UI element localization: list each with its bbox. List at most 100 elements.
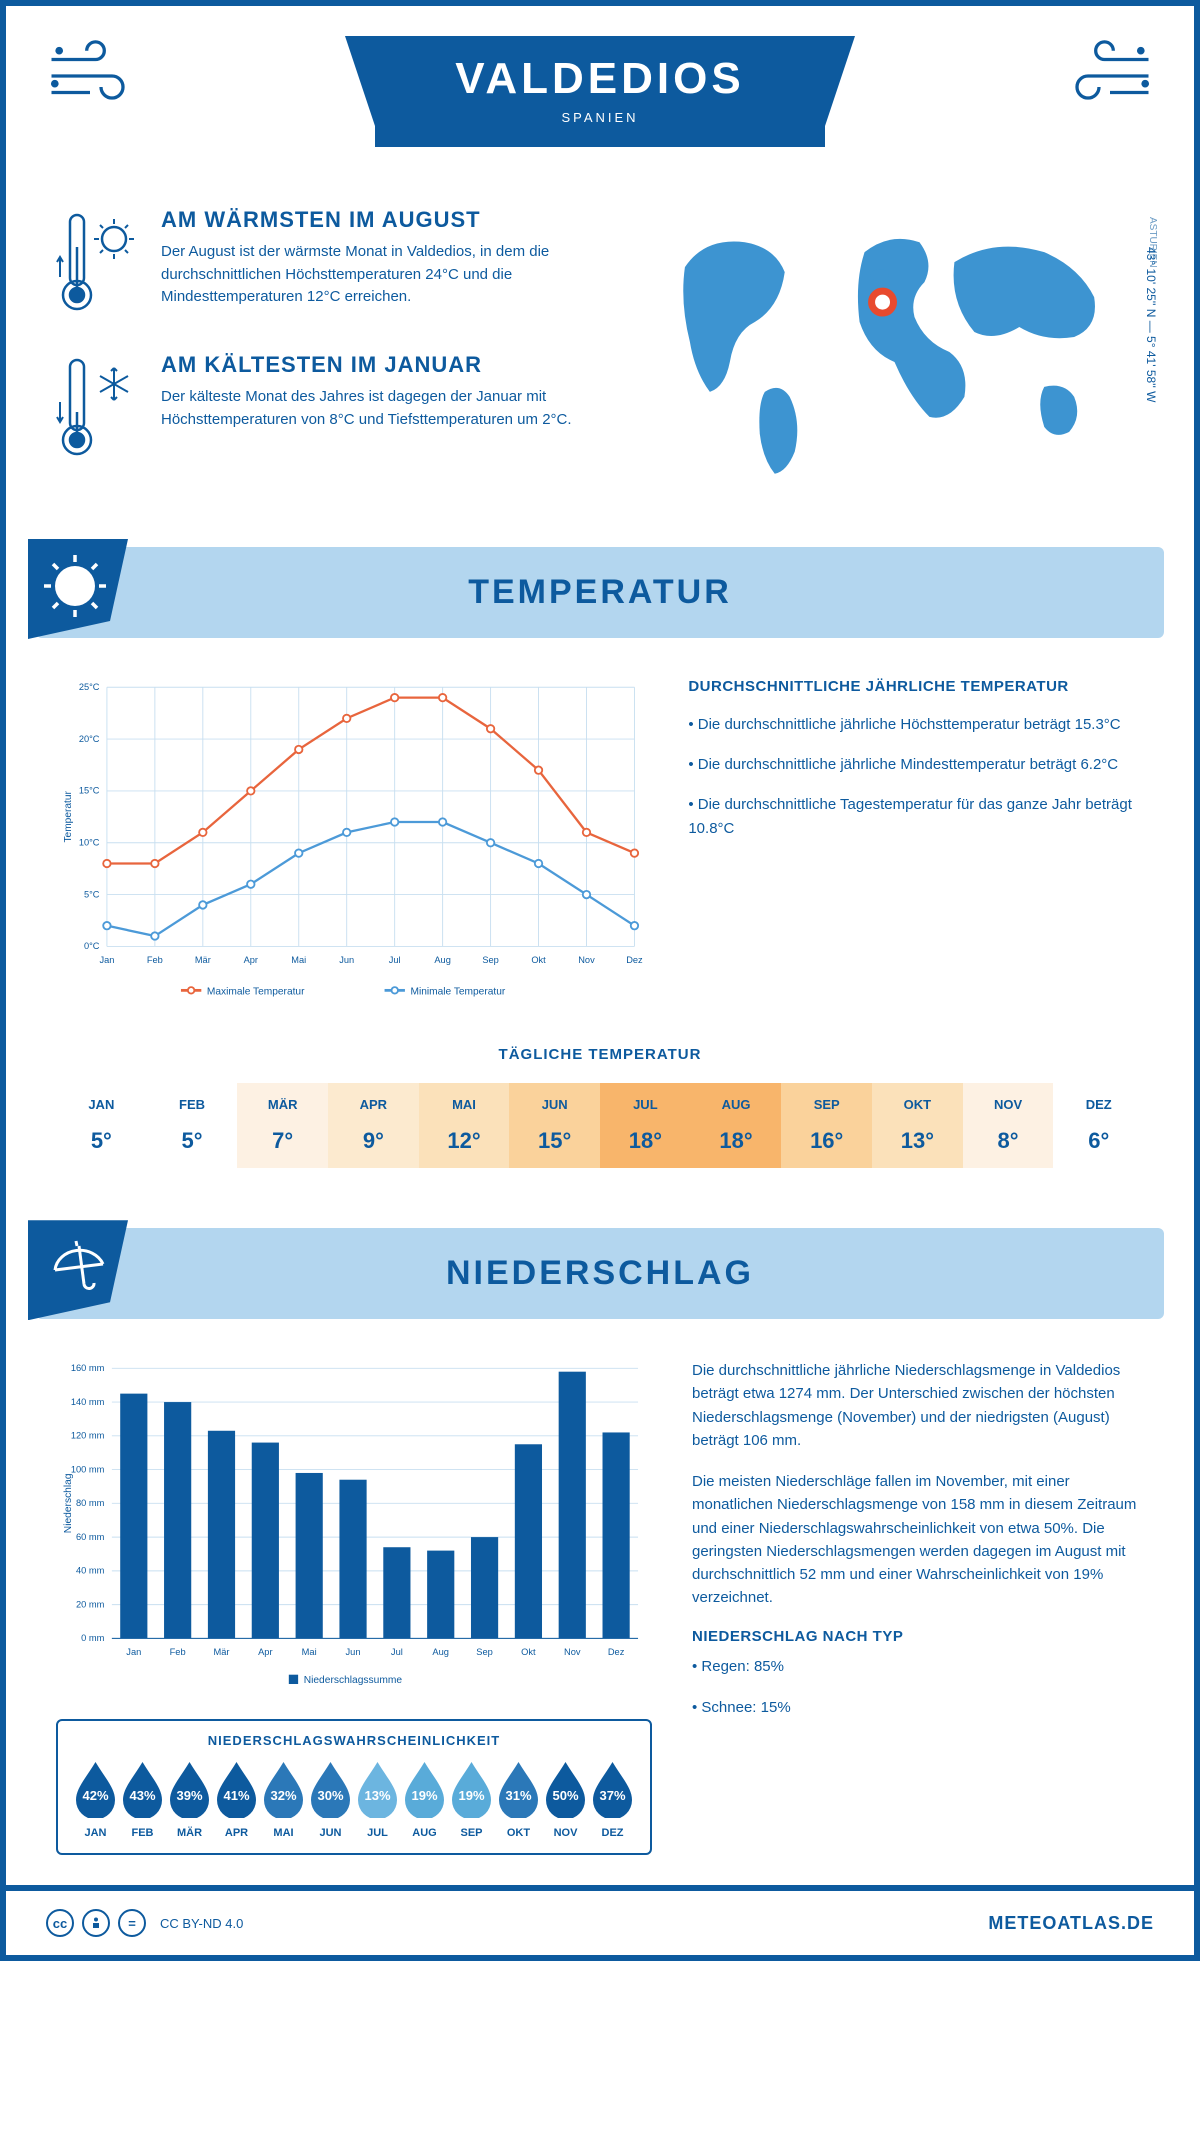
daily-month: DEZ — [1053, 1097, 1144, 1112]
drop-month: APR — [213, 1827, 260, 1839]
svg-text:0°C: 0°C — [84, 941, 100, 951]
daily-temp-cell: JUL 18° — [600, 1083, 691, 1168]
daily-value: 9° — [328, 1128, 419, 1154]
wind-icon — [46, 36, 156, 116]
svg-text:60 mm: 60 mm — [76, 1532, 105, 1542]
precip-section-banner: NIEDERSCHLAG — [36, 1228, 1164, 1319]
svg-text:Mär: Mär — [195, 955, 211, 965]
page-title: VALDEDIOS — [455, 54, 744, 104]
drop-pct: 13% — [354, 1788, 401, 1803]
svg-text:Jun: Jun — [339, 955, 354, 965]
svg-text:20 mm: 20 mm — [76, 1600, 105, 1610]
daily-value: 12° — [419, 1128, 510, 1154]
precipitation-bar-chart: 0 mm20 mm40 mm60 mm80 mm100 mm120 mm140 … — [56, 1359, 652, 1699]
daily-temp-cell: APR 9° — [328, 1083, 419, 1168]
svg-text:Aug: Aug — [432, 1647, 449, 1657]
svg-text:Dez: Dez — [608, 1647, 625, 1657]
drop-pct: 42% — [72, 1788, 119, 1803]
daily-month: MÄR — [237, 1097, 328, 1112]
svg-text:Feb: Feb — [170, 1647, 186, 1657]
daily-temp-cell: JUN 15° — [509, 1083, 600, 1168]
precip-info: Die durchschnittliche jährliche Niedersc… — [692, 1359, 1144, 1855]
svg-text:Jun: Jun — [346, 1647, 361, 1657]
svg-text:Minimale Temperatur: Minimale Temperatur — [410, 987, 505, 998]
precip-prob-drop: 30% JUN — [307, 1760, 354, 1839]
title-banner: VALDEDIOS SPANIEN — [375, 36, 824, 147]
wind-icon — [1044, 36, 1154, 116]
drop-month: MÄR — [166, 1827, 213, 1839]
svg-text:160 mm: 160 mm — [71, 1363, 105, 1373]
svg-text:10°C: 10°C — [79, 838, 100, 848]
daily-temp-section: TÄGLICHE TEMPERATUR JAN 5° FEB 5° MÄR 7°… — [6, 1046, 1194, 1208]
precip-p1: Die durchschnittliche jährliche Niedersc… — [692, 1359, 1144, 1452]
svg-text:Niederschlag: Niederschlag — [63, 1473, 74, 1533]
drop-month: JUL — [354, 1827, 401, 1839]
svg-text:Nov: Nov — [578, 955, 595, 965]
precip-probability-box: NIEDERSCHLAGSWAHRSCHEINLICHKEIT 42% JAN … — [56, 1719, 652, 1855]
svg-text:140 mm: 140 mm — [71, 1397, 105, 1407]
svg-text:120 mm: 120 mm — [71, 1431, 105, 1441]
svg-text:Dez: Dez — [626, 955, 643, 965]
daily-value: 16° — [781, 1128, 872, 1154]
daily-temp-heading: TÄGLICHE TEMPERATUR — [56, 1046, 1144, 1063]
drop-pct: 19% — [401, 1788, 448, 1803]
precip-prob-drop: 50% NOV — [542, 1760, 589, 1839]
intro-section: AM WÄRMSTEN IM AUGUST Der August ist der… — [6, 197, 1194, 527]
svg-text:Feb: Feb — [147, 955, 163, 965]
daily-month: FEB — [147, 1097, 238, 1112]
daily-value: 13° — [872, 1128, 963, 1154]
daily-month: SEP — [781, 1097, 872, 1112]
temp-section-banner: TEMPERATUR — [36, 547, 1164, 638]
temp-heading: TEMPERATUR — [36, 573, 1164, 612]
footer: cc = CC BY-ND 4.0 METEOATLAS.DE — [6, 1885, 1194, 1955]
drop-month: SEP — [448, 1827, 495, 1839]
drop-month: FEB — [119, 1827, 166, 1839]
drop-month: DEZ — [589, 1827, 636, 1839]
drop-pct: 31% — [495, 1788, 542, 1803]
svg-text:100 mm: 100 mm — [71, 1465, 105, 1475]
precip-prob-drop: 19% SEP — [448, 1760, 495, 1839]
svg-text:5°C: 5°C — [84, 889, 100, 899]
svg-text:80 mm: 80 mm — [76, 1498, 105, 1508]
precip-type-line: • Schnee: 15% — [692, 1696, 1144, 1719]
country-subtitle: SPANIEN — [455, 110, 744, 125]
svg-text:15°C: 15°C — [79, 786, 100, 796]
daily-value: 8° — [963, 1128, 1054, 1154]
coldest-block: AM KÄLTESTEN IM JANUAR Der kälteste Mona… — [56, 352, 605, 467]
svg-text:Apr: Apr — [244, 955, 258, 965]
precip-type-line: • Regen: 85% — [692, 1655, 1144, 1678]
drop-pct: 30% — [307, 1788, 354, 1803]
drop-month: MAI — [260, 1827, 307, 1839]
svg-text:Sep: Sep — [482, 955, 498, 965]
daily-temp-cell: SEP 16° — [781, 1083, 872, 1168]
drop-pct: 39% — [166, 1788, 213, 1803]
sun-badge-icon — [28, 539, 128, 639]
svg-text:Jan: Jan — [126, 1647, 141, 1657]
svg-text:Maximale Temperatur: Maximale Temperatur — [207, 987, 305, 998]
svg-text:Okt: Okt — [531, 955, 546, 965]
prob-heading: NIEDERSCHLAGSWAHRSCHEINLICHKEIT — [72, 1733, 636, 1748]
brand-text: METEOATLAS.DE — [988, 1913, 1154, 1934]
precip-heading: NIEDERSCHLAG — [36, 1254, 1164, 1293]
svg-text:20°C: 20°C — [79, 734, 100, 744]
precip-prob-drop: 42% JAN — [72, 1760, 119, 1839]
world-map-icon — [645, 207, 1144, 487]
drop-month: JUN — [307, 1827, 354, 1839]
svg-text:Apr: Apr — [258, 1647, 272, 1657]
daily-value: 5° — [56, 1128, 147, 1154]
daily-value: 18° — [600, 1128, 691, 1154]
svg-text:Temperatur: Temperatur — [63, 790, 74, 842]
temp-info-line: • Die durchschnittliche Tagestemperatur … — [688, 793, 1144, 841]
thermometer-sun-icon — [56, 207, 141, 322]
svg-text:Mai: Mai — [291, 955, 306, 965]
svg-text:0 mm: 0 mm — [81, 1633, 104, 1643]
daily-temp-cell: MÄR 7° — [237, 1083, 328, 1168]
daily-value: 18° — [691, 1128, 782, 1154]
map-marker-icon — [872, 291, 894, 313]
drop-month: OKT — [495, 1827, 542, 1839]
daily-temp-cell: JAN 5° — [56, 1083, 147, 1168]
daily-value: 7° — [237, 1128, 328, 1154]
header: VALDEDIOS SPANIEN — [6, 6, 1194, 197]
daily-temp-cell: AUG 18° — [691, 1083, 782, 1168]
drop-pct: 41% — [213, 1788, 260, 1803]
